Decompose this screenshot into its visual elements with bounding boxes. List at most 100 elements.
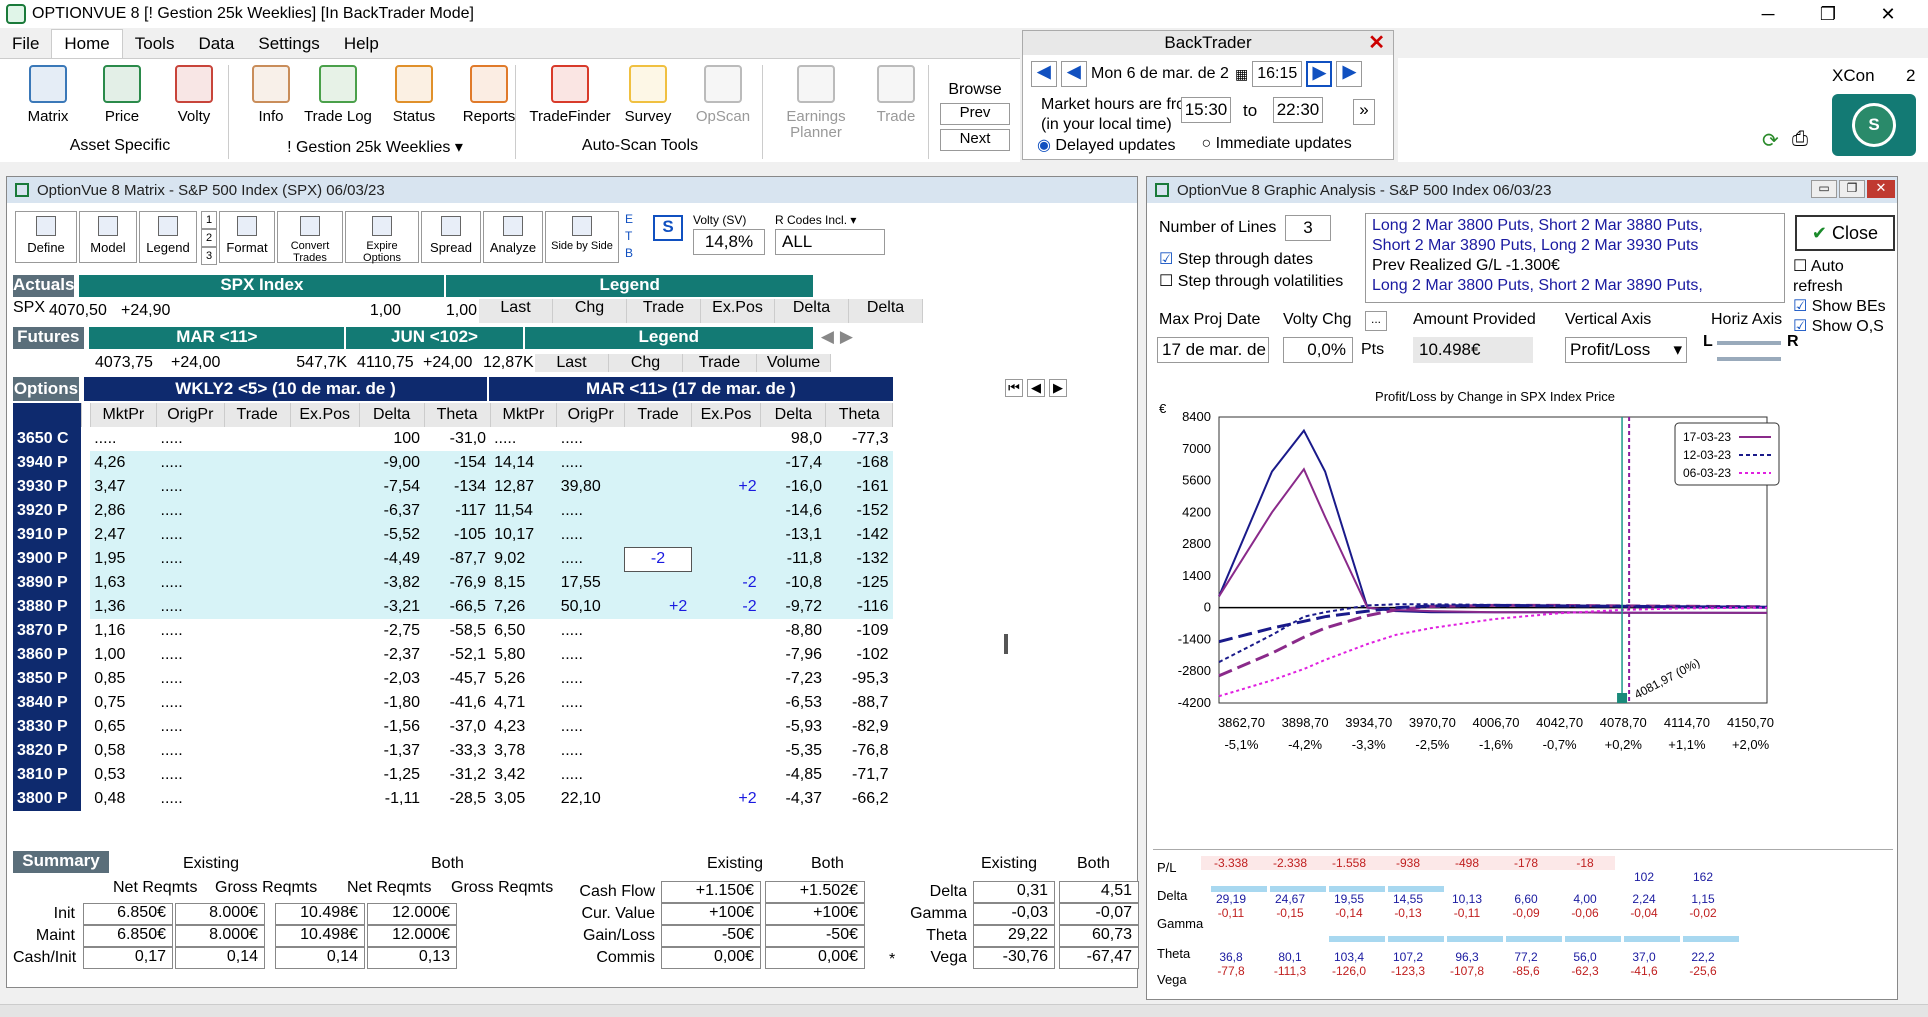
option-cell[interactable] [624,619,692,643]
close-button[interactable]: ✔ Close [1795,215,1895,251]
date-field[interactable]: Mon 6 de mar. de 2 [1091,65,1229,82]
strike-cell[interactable]: 3650 C [13,427,82,451]
ribbon-button-info[interactable]: Info [246,65,296,125]
show-bes-checkbox[interactable]: ☑ Show BEs [1793,298,1886,315]
menu-settings[interactable]: Settings [258,34,320,53]
option-cell[interactable] [624,715,692,739]
amount-provided-field[interactable]: 10.498€ [1413,337,1533,363]
s-button[interactable]: S [653,215,683,241]
ribbon-button-earnings-planner[interactable]: Earnings Planner [776,65,856,141]
t-button[interactable]: T [625,229,633,243]
show-os-checkbox[interactable]: ☑ Show O,S [1793,318,1884,335]
next-button[interactable]: Next [940,129,1010,151]
menu-data[interactable]: Data [198,34,235,53]
close-window-button[interactable]: ✕ [1880,4,1896,24]
strike-cell[interactable]: 3900 P [13,547,82,571]
calendar-icon[interactable]: ▦ [1235,65,1249,82]
step-back-session-button[interactable]: ◀ [1061,61,1087,87]
option-cell[interactable] [624,787,692,811]
immediate-updates-radio[interactable]: ○ Immediate updates [1201,135,1352,152]
option-cell[interactable] [624,739,692,763]
graph-minimize-button[interactable]: ▭ [1811,180,1837,198]
toolbar-convert-trades-button[interactable]: Convert Trades [277,211,343,264]
option-cell[interactable] [224,715,291,739]
ribbon-button-opscan[interactable]: OpScan [690,65,756,125]
strike-cell[interactable]: 3830 P [13,715,82,739]
toolbar-analyze-button[interactable]: Analyze [483,211,543,263]
next-icon[interactable]: ▶ [1049,379,1067,397]
auto-refresh-checkbox[interactable]: ☐ Auto refresh [1793,258,1844,295]
strike-cell[interactable]: 3820 P [13,739,82,763]
ribbon-button-trade-log[interactable]: Trade Log [300,65,376,125]
option-cell[interactable] [624,451,692,475]
option-cell[interactable] [624,643,692,667]
ribbon-button-survey[interactable]: Survey [610,65,686,125]
toolbar-legend-button[interactable]: Legend [139,211,197,263]
step-back-day-button[interactable]: ◀ [1031,61,1057,87]
option-cell[interactable] [224,547,291,571]
menu-tools[interactable]: Tools [134,34,175,53]
strike-cell[interactable]: 3910 P [13,523,82,547]
step-dates-checkbox[interactable]: ☑ Step through dates [1159,251,1314,268]
refresh-icon[interactable]: ⟳ [1762,130,1779,152]
option-cell[interactable] [224,691,291,715]
option-cell[interactable] [624,499,692,523]
option-cell[interactable] [624,523,692,547]
option-cell[interactable] [224,475,291,499]
graph-maximize-button[interactable]: ❐ [1839,180,1865,198]
option-cell[interactable] [224,643,291,667]
prev-icon[interactable]: ◀ [1027,379,1045,397]
close-icon[interactable]: ✕ [1368,32,1385,54]
group-gestion-dropdown[interactable]: ! Gestion 25k Weeklies ▾ [287,139,463,156]
toolbar-side-by-side-button[interactable]: Side by Side [545,211,619,263]
step-forward-session-button[interactable]: ▶ [1306,61,1333,87]
menu-home[interactable]: Home [51,29,123,58]
toolbar-format-button[interactable]: Format [219,211,275,263]
strike-cell[interactable]: 3940 P [13,451,82,475]
ribbon-button-tradefinder[interactable]: TradeFinder [526,65,614,125]
option-cell[interactable] [224,571,291,595]
option-cell[interactable] [224,787,291,811]
level-3-button[interactable]: 3 [201,247,217,265]
option-cell[interactable] [224,619,291,643]
option-cell[interactable] [224,763,291,787]
option-cell[interactable] [224,739,291,763]
matrix-scrollbar-thumb[interactable] [1004,634,1008,654]
chevron-down-icon[interactable]: ▾ [850,213,857,227]
ribbon-button-matrix[interactable]: Matrix [18,65,78,125]
option-cell[interactable] [624,691,692,715]
e-button[interactable]: E [625,212,634,226]
option-cell[interactable] [624,427,692,451]
strike-cell[interactable]: 3930 P [13,475,82,499]
ribbon-button-price[interactable]: Price [92,65,152,125]
max-proj-field[interactable]: 17 de mar. de 2 [1157,337,1269,363]
volty-field[interactable]: 14,8% [693,229,765,255]
vertical-axis-select[interactable]: Profit/Loss ▾ [1565,337,1687,363]
strike-cell[interactable]: 3850 P [13,667,82,691]
option-cell[interactable] [224,523,291,547]
scroll-right-icon[interactable]: ▶ [839,327,853,346]
rcodes-field[interactable]: ALL [775,229,885,255]
ribbon-button-trade[interactable]: Trade [870,65,922,125]
option-cell[interactable]: -2 [624,546,692,572]
maximize-button[interactable]: ❐ [1819,4,1837,24]
volty-chg-field[interactable]: 0,0% [1283,337,1353,363]
strike-cell[interactable]: 3890 P [13,571,82,595]
time-field[interactable]: 16:15 [1252,61,1303,87]
strike-cell[interactable]: 3860 P [13,643,82,667]
ribbon-button-reports[interactable]: Reports [458,65,520,125]
option-cell[interactable] [224,595,291,619]
to-time-field[interactable]: 22:30 [1273,97,1323,123]
delayed-updates-radio[interactable]: ◉ Delayed updates [1037,137,1176,154]
toolbar-spread-button[interactable]: Spread [421,211,481,263]
option-cell[interactable] [224,451,291,475]
option-cell[interactable]: +2 [624,595,692,619]
strike-cell[interactable]: 3840 P [13,691,82,715]
horiz-axis-slider-2[interactable] [1717,357,1781,361]
scroll-left-icon[interactable]: ◀ [820,327,834,346]
horiz-axis-slider[interactable] [1717,341,1781,345]
strike-cell[interactable]: 3810 P [13,763,82,787]
print-icon[interactable]: ⎙ [1792,128,1808,150]
graph-close-icon[interactable]: ✕ [1867,180,1895,198]
ribbon-button-status[interactable]: Status [384,65,444,125]
